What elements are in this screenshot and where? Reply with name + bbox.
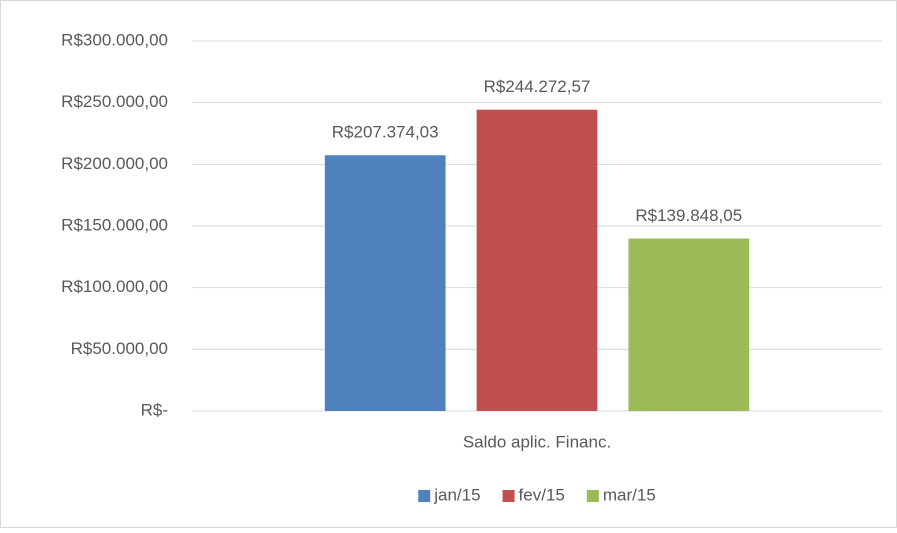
legend-label: jan/15 [433, 485, 480, 504]
legend-swatch [418, 490, 431, 502]
y-tick-label: R$300.000,00 [61, 30, 168, 49]
legend-label: mar/15 [603, 485, 656, 504]
y-tick-label: R$250.000,00 [61, 92, 168, 111]
data-label: R$207.374,03 [332, 123, 439, 142]
y-tick-label: R$200.000,00 [61, 154, 168, 173]
data-label: R$244.272,57 [484, 77, 591, 96]
y-tick-label: R$150.000,00 [61, 215, 168, 234]
bar [476, 109, 598, 411]
bar [324, 155, 446, 411]
y-tick-label: R$- [141, 400, 168, 419]
legend-label: fev/15 [519, 485, 565, 504]
y-tick-label: R$100.000,00 [61, 277, 168, 296]
data-label: R$139.848,05 [635, 206, 742, 225]
x-tick-label: Saldo aplic. Financ. [463, 432, 611, 451]
bar [628, 238, 750, 411]
y-tick-label: R$50.000,00 [71, 339, 168, 358]
legend-swatch [502, 490, 515, 502]
legend-swatch [586, 490, 599, 502]
